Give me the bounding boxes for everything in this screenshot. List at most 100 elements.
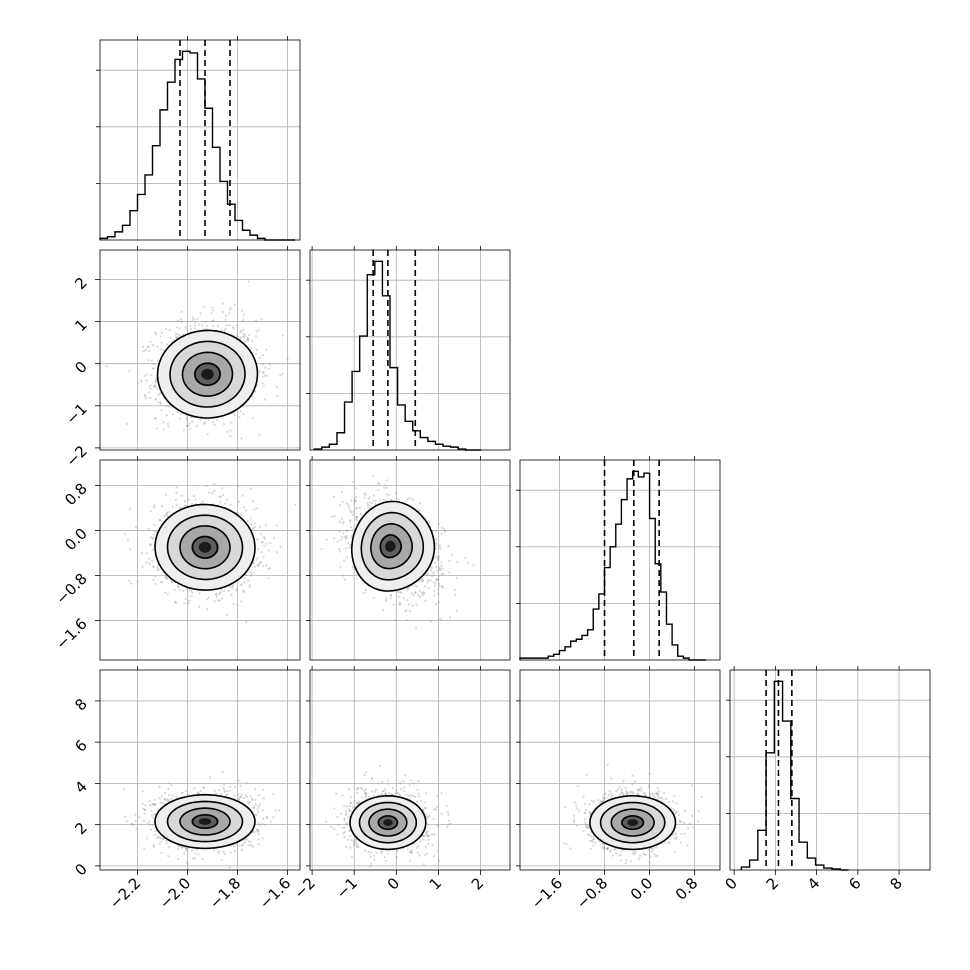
- scatter-point: [472, 563, 475, 566]
- scatter-point: [259, 561, 262, 564]
- scatter-point: [453, 588, 456, 592]
- scatter-point: [145, 837, 149, 840]
- scatter-point: [149, 543, 152, 546]
- scatter-point: [338, 504, 341, 507]
- scatter-point: [407, 603, 410, 606]
- scatter-point: [269, 542, 272, 545]
- scatter-point: [183, 429, 186, 432]
- scatter-point: [435, 578, 438, 582]
- scatter-panel-0-1: [99, 249, 301, 469]
- scatter-point: [164, 513, 167, 516]
- scatter-point: [439, 618, 443, 621]
- scatter-point: [190, 416, 193, 419]
- scatter-point: [353, 498, 356, 501]
- scatter-point: [240, 309, 243, 313]
- scatter-point: [152, 367, 155, 370]
- scatter-point: [125, 820, 128, 823]
- scatter-point: [154, 530, 157, 533]
- scatter-point: [261, 541, 264, 544]
- scatter-point: [145, 397, 148, 400]
- scatter-point: [422, 579, 425, 583]
- scatter-point: [367, 497, 370, 500]
- scatter-point: [222, 422, 226, 426]
- scatter-point: [141, 790, 144, 793]
- scatter-point: [353, 501, 356, 504]
- scatter-point: [241, 494, 244, 497]
- scatter-point: [251, 340, 254, 343]
- scatter-point: [152, 565, 155, 568]
- scatter-point: [418, 589, 421, 592]
- panel-frame: [309, 459, 511, 661]
- scatter-point: [169, 336, 172, 339]
- scatter-point: [364, 591, 367, 594]
- scatter-point: [383, 486, 386, 489]
- panel-frame: [99, 39, 301, 241]
- scatter-point: [155, 386, 158, 389]
- scatter-point: [254, 352, 258, 355]
- scatter-point: [225, 613, 228, 616]
- scatter-point: [347, 504, 350, 507]
- scatter-point: [237, 500, 241, 503]
- scatter-point: [366, 502, 369, 505]
- scatter-point: [142, 345, 145, 348]
- scatter-point: [383, 498, 386, 502]
- scatter-point: [158, 785, 161, 788]
- scatter-point: [212, 324, 215, 327]
- scatter-point: [147, 345, 150, 348]
- scatter-point: [386, 486, 389, 489]
- scatter-point: [402, 597, 405, 600]
- scatter-point: [134, 526, 138, 529]
- scatter-point: [400, 591, 403, 594]
- scatter-point: [154, 381, 157, 384]
- scatter-point: [128, 579, 131, 582]
- scatter-point: [443, 528, 446, 531]
- scatter-point: [265, 816, 268, 820]
- scatter-point: [159, 348, 162, 351]
- scatter-point: [262, 371, 265, 374]
- scatter-point: [351, 513, 354, 516]
- scatter-point: [281, 334, 284, 337]
- scatter-point: [263, 398, 266, 401]
- scatter-point: [149, 536, 152, 539]
- scatter-point: [160, 409, 163, 412]
- scatter-point: [358, 506, 361, 510]
- density-contour: [169, 340, 246, 408]
- scatter-point: [211, 306, 214, 309]
- scatter-point: [355, 518, 358, 521]
- scatter-point: [353, 499, 357, 502]
- scatter-point: [157, 568, 160, 571]
- scatter-point: [422, 591, 425, 594]
- scatter-point: [154, 384, 157, 387]
- scatter-point: [356, 506, 359, 509]
- scatter-point: [389, 594, 393, 597]
- scatter-point: [249, 346, 252, 349]
- scatter-point: [355, 518, 358, 522]
- scatter-point: [201, 857, 204, 861]
- histogram-panel-1: [306, 249, 511, 451]
- scatter-point: [173, 589, 176, 592]
- scatter-point: [427, 586, 430, 589]
- scatter-point: [219, 495, 222, 498]
- scatter-point: [440, 561, 443, 564]
- scatter-point: [436, 569, 439, 572]
- scatter-point: [411, 604, 414, 608]
- scatter-point: [363, 492, 366, 495]
- scatter-point: [394, 619, 397, 622]
- scatter-point: [355, 496, 358, 499]
- scatter-point: [231, 587, 234, 590]
- scatter-point: [249, 487, 252, 490]
- scatter-point: [165, 577, 168, 580]
- scatter-point: [441, 567, 444, 570]
- scatter-point: [248, 584, 251, 587]
- scatter-point: [348, 507, 351, 510]
- scatter-point: [207, 596, 210, 599]
- scatter-point: [248, 334, 251, 337]
- density-fill: [385, 540, 396, 552]
- scatter-point: [128, 507, 131, 510]
- scatter-point: [189, 324, 192, 328]
- scatter-point: [168, 467, 170, 469]
- scatter-point: [406, 497, 409, 500]
- scatter-point: [131, 823, 134, 826]
- scatter-point: [141, 565, 144, 568]
- scatter-point: [246, 781, 249, 784]
